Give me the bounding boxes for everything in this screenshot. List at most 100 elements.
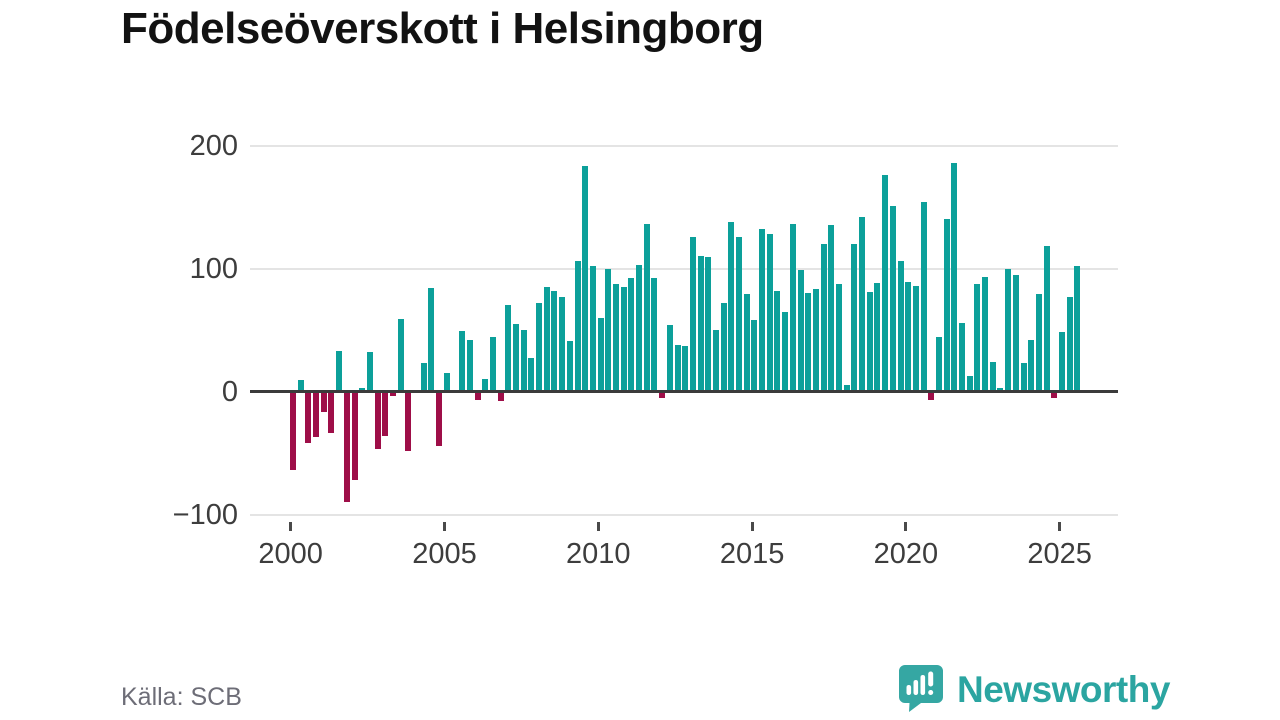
bar-2023-q2 (1005, 268, 1012, 392)
bar-2016-q4 (805, 293, 812, 392)
bar-2013-q4 (712, 330, 719, 392)
bar-2020-q1 (905, 282, 912, 392)
y-axis-label-0: 0 (221, 375, 238, 408)
bar-2017-q3 (828, 225, 835, 392)
bar-2003-q1 (382, 391, 389, 436)
bar-2008-q1 (536, 302, 543, 392)
bar-2010-q3 (612, 284, 619, 392)
bar-2011-q1 (628, 278, 635, 392)
x-axis-tick-2000 (289, 522, 293, 531)
x-axis-tick-2020 (904, 522, 908, 531)
newsworthy-logo-text: Newsworthy (957, 668, 1170, 710)
bar-2009-q2 (574, 261, 581, 392)
bar-2025-q3 (1074, 266, 1081, 392)
bar-2017-q4 (835, 284, 842, 392)
y-axis-label-200: 200 (189, 129, 238, 162)
bar-2010-q4 (620, 286, 627, 392)
x-axis-tick-2015 (750, 522, 754, 531)
bar-2012-q4 (682, 345, 689, 392)
x-axis-tick-2025 (1058, 522, 1062, 531)
bar-2022-q2 (974, 284, 981, 392)
bar-2013-q1 (689, 236, 696, 392)
x-axis-tick-2005 (443, 522, 446, 531)
bar-2004-q4 (436, 391, 443, 446)
bar-2007-q1 (505, 305, 512, 392)
bar-2002-q2 (359, 387, 366, 392)
bar-2012-q3 (674, 344, 681, 392)
bar-2014-q4 (743, 294, 750, 392)
bar-2025-q2 (1066, 296, 1073, 392)
bar-2001-q1 (320, 391, 327, 413)
bar-2010-q2 (605, 268, 612, 392)
bar-2003-q2 (389, 391, 396, 397)
bar-2015-q3 (766, 234, 773, 392)
bar-2008-q3 (551, 290, 558, 392)
bar-2024-q1 (1028, 339, 1035, 392)
bar-2001-q2 (328, 391, 335, 434)
bar-2019-q2 (882, 175, 889, 392)
bar-2017-q2 (820, 243, 827, 392)
bar-2011-q2 (636, 264, 643, 392)
bar-2025-q1 (1059, 332, 1065, 392)
zero-axis-line (250, 390, 1118, 393)
bar-2019-q3 (889, 205, 896, 392)
bar-2001-q3 (336, 350, 343, 392)
bar-2017-q1 (812, 289, 819, 392)
x-axis-label-2005: 2005 (412, 538, 477, 570)
bar-2001-q4 (343, 391, 350, 503)
bar-2009-q1 (566, 341, 573, 392)
bar-2021-q4 (959, 322, 966, 392)
bar-2006-q4 (497, 391, 504, 402)
bar-2014-q1 (720, 302, 727, 392)
x-axis-label-2020: 2020 (873, 538, 939, 570)
bar-2008-q4 (559, 296, 566, 392)
bar-2023-q3 (1012, 274, 1019, 392)
bar-2007-q4 (528, 358, 535, 392)
bar-2014-q3 (736, 236, 743, 392)
bar-2000-q1 (290, 391, 296, 471)
bar-2022-q1 (966, 375, 973, 392)
bar-2011-q3 (643, 224, 650, 392)
bar-2023-q1 (997, 387, 1004, 392)
bar-2011-q4 (651, 278, 658, 392)
bar-2007-q2 (513, 323, 519, 392)
bar-2016-q1 (782, 311, 789, 392)
bar-2013-q2 (697, 256, 704, 392)
bar-2002-q1 (351, 391, 358, 481)
bar-2006-q2 (482, 379, 489, 392)
x-axis-tick-2010 (596, 522, 600, 531)
bar-2016-q3 (797, 269, 804, 392)
bar-2015-q4 (774, 290, 781, 392)
gridline-y--100 (250, 513, 1118, 516)
bar-2009-q4 (589, 266, 596, 392)
newsworthy-logo: Newsworthy (896, 662, 1170, 717)
bar-2000-q3 (305, 391, 312, 444)
bar-2018-q3 (859, 216, 866, 392)
x-axis-label-2025: 2025 (1027, 538, 1092, 570)
bar-2021-q1 (935, 337, 942, 392)
bar-2019-q4 (897, 261, 904, 392)
bar-2008-q2 (543, 286, 550, 392)
bar-2002-q4 (374, 391, 381, 450)
x-axis-label-2015: 2015 (719, 538, 785, 570)
bar-2000-q4 (313, 391, 320, 437)
bar-2007-q3 (520, 330, 527, 392)
y-axis-label--100: −100 (172, 498, 238, 531)
bar-2022-q3 (982, 277, 989, 392)
bar-2005-q4 (466, 339, 473, 392)
bar-2015-q1 (751, 320, 758, 392)
bar-2006-q1 (474, 391, 481, 401)
bar-2018-q4 (866, 291, 873, 392)
bar-2002-q3 (366, 352, 373, 392)
source-note: Källa: SCB (121, 683, 242, 711)
bar-2006-q3 (489, 337, 496, 392)
bar-2023-q4 (1020, 363, 1027, 392)
bar-2013-q3 (705, 257, 712, 392)
chart-title: Födelseöverskott i Helsingborg (121, 4, 764, 53)
bar-2021-q3 (951, 162, 958, 392)
bar-2000-q2 (297, 380, 304, 392)
bar-2022-q4 (989, 361, 996, 392)
bar-2021-q2 (943, 219, 950, 392)
bar-2024-q4 (1051, 391, 1058, 398)
